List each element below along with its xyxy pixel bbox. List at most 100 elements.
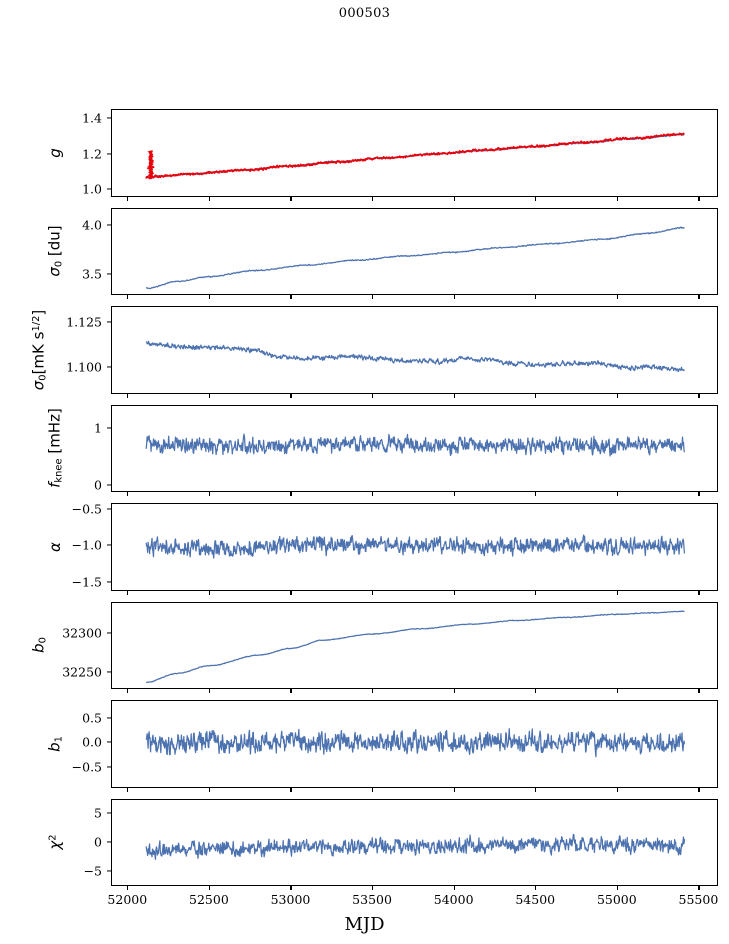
x-tick-mark-inner-2-2 bbox=[290, 393, 292, 398]
y-tick-label-sigma0-mK-1: 1.125 bbox=[66, 314, 102, 330]
x-tick-label-1: 52500 bbox=[189, 892, 229, 907]
y-tick-label-b1-0: −0.5 bbox=[71, 759, 102, 775]
x-tick-mark-inner-3-6 bbox=[616, 492, 618, 496]
x-tick-mark-3 bbox=[372, 886, 374, 890]
y-tick-mark-gain-0 bbox=[107, 188, 111, 190]
x-tick-label-5: 54500 bbox=[515, 892, 556, 907]
x-tick-mark-inner-6-1 bbox=[208, 787, 210, 792]
series-canvas-sigma0-mK bbox=[145, 340, 685, 373]
x-tick-mark-inner-2-1 bbox=[208, 393, 210, 398]
y-tick-label-sigma0-mK-0: 1.100 bbox=[66, 359, 102, 375]
x-tick-mark-inner-3-0 bbox=[127, 492, 129, 496]
x-tick-mark-inner-2-5 bbox=[535, 393, 537, 398]
x-tick-mark-inner-0-6 bbox=[616, 196, 618, 201]
x-tick-mark-inner-0-7 bbox=[698, 196, 700, 201]
y-tick-mark-b1-0 bbox=[107, 766, 111, 768]
plot-panel-gain bbox=[111, 109, 718, 197]
y-tick-label-chi2-0: −5 bbox=[83, 863, 102, 879]
series-sigma0-du-curve bbox=[145, 226, 685, 289]
y-tick-mark-alpha-0 bbox=[107, 508, 111, 510]
plot-panel-fknee bbox=[111, 404, 718, 492]
x-tick-mark-inner-6-3 bbox=[372, 787, 374, 792]
y-tick-label-alpha-2: −1.5 bbox=[71, 574, 102, 590]
x-tick-mark-inner-5-4 bbox=[453, 689, 455, 693]
plot-panel-sigma0-mK bbox=[111, 306, 718, 394]
x-axis-label: MJD bbox=[344, 914, 385, 935]
x-tick-mark-inner-1-2 bbox=[290, 295, 292, 299]
x-tick-label-7: 55500 bbox=[678, 892, 719, 907]
series-fknee-series bbox=[145, 433, 686, 457]
y-tick-label-sigma0-du-0: 3.5 bbox=[82, 266, 102, 282]
series-canvas-alpha bbox=[145, 534, 686, 559]
y-tick-mark-alpha-2 bbox=[107, 581, 111, 583]
series-alpha-series bbox=[145, 534, 686, 559]
x-tick-label-3: 53500 bbox=[352, 892, 392, 907]
series-chi2-series bbox=[145, 833, 686, 860]
x-tick-mark-inner-6-7 bbox=[698, 787, 700, 792]
x-tick-label-2: 53000 bbox=[270, 892, 311, 907]
x-tick-mark-inner-2-0 bbox=[127, 393, 129, 398]
x-tick-mark-inner-1-0 bbox=[127, 295, 129, 299]
y-tick-mark-alpha-1 bbox=[107, 544, 111, 546]
x-tick-label-6: 55000 bbox=[596, 892, 637, 907]
y-tick-label-fknee-1: 1 bbox=[94, 420, 102, 436]
plot-panel-b0 bbox=[111, 601, 718, 689]
x-tick-mark-inner-3-2 bbox=[290, 492, 292, 496]
x-tick-mark-inner-2-6 bbox=[616, 393, 618, 398]
x-tick-mark-inner-6-4 bbox=[453, 787, 455, 792]
x-tick-mark-inner-0-4 bbox=[453, 196, 455, 201]
x-tick-mark-inner-4-5 bbox=[535, 590, 537, 595]
x-tick-mark-2 bbox=[290, 886, 292, 890]
y-tick-mark-chi2-2 bbox=[107, 811, 111, 814]
x-tick-mark-4 bbox=[453, 886, 455, 890]
x-tick-mark-inner-5-2 bbox=[290, 689, 292, 693]
y-tick-label-alpha-0: −0.5 bbox=[71, 501, 102, 517]
x-tick-mark-0 bbox=[127, 886, 129, 890]
x-tick-mark-inner-1-4 bbox=[453, 295, 455, 299]
x-tick-mark-inner-0-5 bbox=[535, 196, 537, 201]
x-tick-mark-inner-1-6 bbox=[616, 295, 618, 299]
y-tick-mark-b0-0 bbox=[107, 671, 111, 673]
series-canvas-fknee bbox=[145, 433, 686, 457]
x-tick-mark-inner-0-2 bbox=[290, 196, 292, 201]
series-sigma0-mK-series bbox=[145, 340, 685, 373]
y-tick-label-fknee-0: 0 bbox=[94, 477, 102, 493]
y-tick-mark-sigma0-du-1 bbox=[107, 224, 111, 226]
x-tick-label-0: 52000 bbox=[107, 892, 148, 907]
y-tick-label-chi2-2: 5 bbox=[94, 805, 102, 820]
x-tick-mark-inner-3-7 bbox=[698, 492, 700, 496]
y-tick-mark-chi2-0 bbox=[107, 870, 111, 872]
y-tick-mark-fknee-0 bbox=[107, 484, 111, 486]
figure-title: 000503 bbox=[338, 6, 391, 21]
x-tick-mark-inner-6-6 bbox=[616, 787, 618, 792]
plot-panel-alpha bbox=[111, 503, 718, 591]
x-tick-mark-inner-3-3 bbox=[372, 492, 374, 496]
y-tick-label-gain-0: 1.0 bbox=[82, 181, 102, 197]
y-tick-mark-b0-1 bbox=[107, 632, 111, 634]
x-tick-mark-inner-5-1 bbox=[208, 689, 210, 693]
x-tick-mark-inner-3-1 bbox=[208, 492, 210, 496]
x-tick-mark-1 bbox=[208, 886, 210, 890]
y-tick-label-chi2-1: 0 bbox=[94, 834, 102, 850]
y-tick-label-b1-2: 0.5 bbox=[82, 710, 102, 726]
y-tick-label-gain-1: 1.2 bbox=[82, 146, 102, 162]
x-tick-mark-inner-4-4 bbox=[453, 590, 455, 595]
x-tick-mark-inner-2-4 bbox=[453, 393, 455, 398]
y-tick-mark-gain-1 bbox=[107, 153, 111, 155]
series-canvas-b0 bbox=[146, 609, 685, 683]
series-gain-fit bbox=[145, 132, 685, 180]
x-tick-mark-inner-4-0 bbox=[127, 590, 129, 595]
x-tick-mark-inner-5-0 bbox=[127, 689, 129, 693]
x-tick-mark-inner-5-5 bbox=[535, 689, 537, 693]
y-tick-label-b0-1: 32300 bbox=[62, 625, 102, 641]
y-axis-label-chi2: χ2 bbox=[46, 834, 64, 850]
y-tick-label-alpha-1: −1.0 bbox=[71, 537, 102, 553]
x-tick-mark-inner-5-7 bbox=[698, 689, 700, 693]
x-tick-mark-inner-1-3 bbox=[372, 295, 374, 299]
series-canvas-b1 bbox=[145, 728, 686, 758]
x-tick-mark-6 bbox=[616, 886, 618, 890]
plot-panel-b1 bbox=[111, 700, 718, 788]
y-tick-mark-fknee-1 bbox=[107, 427, 111, 429]
x-tick-label-4: 54000 bbox=[433, 892, 474, 907]
